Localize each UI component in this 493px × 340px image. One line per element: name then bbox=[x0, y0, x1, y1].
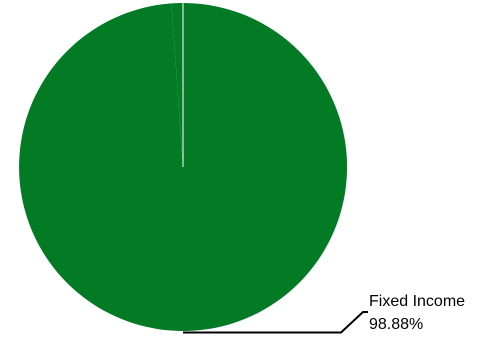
labels-layer: Fixed Income 98.88% bbox=[183, 293, 465, 334]
leader-line-0 bbox=[183, 311, 368, 334]
slices-layer bbox=[19, 2, 348, 331]
slice-name-label: Fixed Income bbox=[369, 293, 465, 310]
pie-slice-1 bbox=[171, 3, 183, 167]
slice-value-label: 98.88% bbox=[369, 316, 423, 333]
